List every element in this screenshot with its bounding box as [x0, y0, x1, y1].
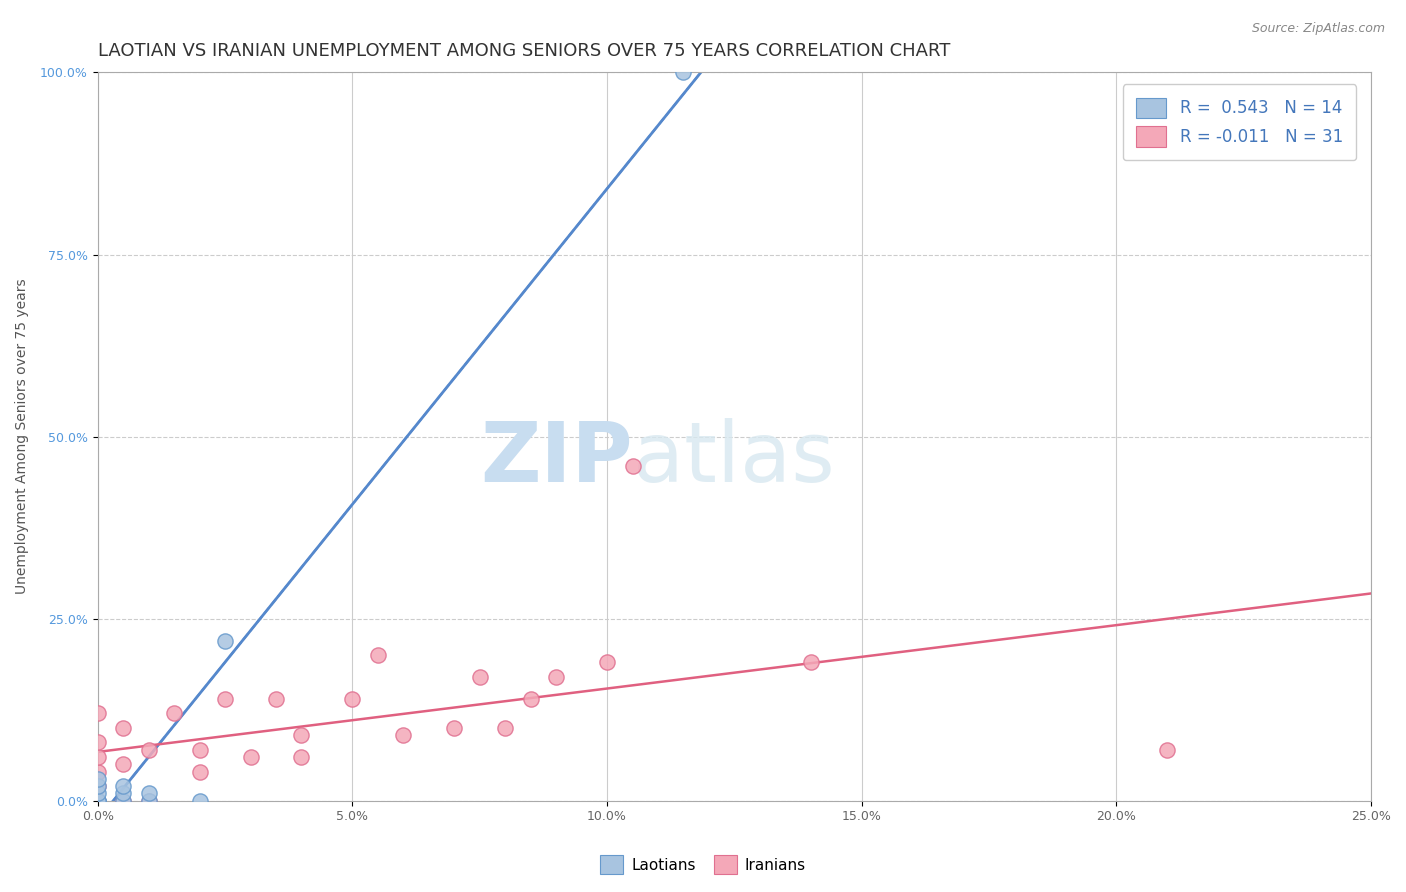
Point	[112, 787, 135, 801]
Point	[86, 706, 108, 721]
Point	[112, 794, 135, 808]
Point	[188, 743, 211, 757]
Point	[86, 772, 108, 786]
Point	[86, 779, 108, 793]
Point	[163, 706, 186, 721]
Point	[138, 794, 160, 808]
Point	[494, 721, 516, 735]
Point	[86, 794, 108, 808]
Point	[112, 779, 135, 793]
Point	[86, 787, 108, 801]
Point	[112, 794, 135, 808]
Point	[86, 779, 108, 793]
Point	[188, 794, 211, 808]
Legend: R =  0.543   N = 14, R = -0.011   N = 31: R = 0.543 N = 14, R = -0.011 N = 31	[1123, 85, 1357, 160]
Point	[138, 794, 160, 808]
Point	[290, 728, 312, 742]
Text: Source: ZipAtlas.com: Source: ZipAtlas.com	[1251, 22, 1385, 36]
Point	[86, 750, 108, 764]
Point	[800, 656, 823, 670]
Point	[392, 728, 415, 742]
Point	[621, 458, 644, 473]
Point	[112, 721, 135, 735]
Point	[342, 691, 364, 706]
Point	[112, 757, 135, 772]
Text: LAOTIAN VS IRANIAN UNEMPLOYMENT AMONG SENIORS OVER 75 YEARS CORRELATION CHART: LAOTIAN VS IRANIAN UNEMPLOYMENT AMONG SE…	[97, 42, 950, 60]
Point	[138, 787, 160, 801]
Text: atlas: atlas	[633, 418, 834, 499]
Point	[264, 691, 287, 706]
Point	[86, 764, 108, 779]
Point	[596, 656, 619, 670]
Point	[1156, 743, 1178, 757]
Point	[188, 764, 211, 779]
Point	[86, 794, 108, 808]
Point	[546, 670, 568, 684]
Point	[672, 65, 695, 79]
Point	[290, 750, 312, 764]
Y-axis label: Unemployment Among Seniors over 75 years: Unemployment Among Seniors over 75 years	[15, 279, 30, 594]
Point	[86, 735, 108, 749]
Point	[214, 633, 236, 648]
Point	[367, 648, 389, 662]
Text: ZIP: ZIP	[479, 418, 633, 499]
Point	[443, 721, 465, 735]
Point	[138, 743, 160, 757]
Point	[519, 691, 541, 706]
Point	[468, 670, 491, 684]
Point	[86, 794, 108, 808]
Point	[239, 750, 262, 764]
Point	[86, 794, 108, 808]
Legend: Laotians, Iranians: Laotians, Iranians	[595, 849, 811, 880]
Point	[214, 691, 236, 706]
